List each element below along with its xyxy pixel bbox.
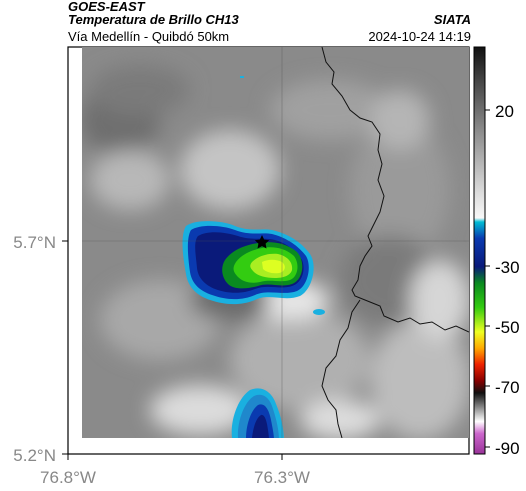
colorbar-gradient [473,46,486,455]
boundary-line [321,47,469,333]
colorbar: 20 -30 -50 -70 -90 [473,46,520,458]
cold-cloud-core [182,221,314,305]
colorbar-tick-label: -90 [495,439,520,458]
region-label: Vía Medellín - Quibdó 50km [68,29,230,44]
boundary-line [321,299,361,438]
satellite-title: GOES-EAST [68,0,145,14]
colorbar-tick-label: -30 [495,258,520,277]
lon-label-76-8: 76.8°W [40,468,96,487]
org-label: SIATA [433,12,471,27]
lon-label-76-3: 76.3°W [254,468,310,487]
colorbar-tick-label: -50 [495,318,520,337]
colorbar-tick-label: 20 [495,102,514,121]
cold-spot [240,76,244,78]
cold-spot [313,309,325,315]
product-title: Temperatura de Brillo CH13 [68,12,239,27]
colorbar-tick-label: -70 [495,378,520,397]
cold-cloud-south [231,388,284,438]
satellite-image [82,47,469,438]
lat-label-5-2: 5.2°N [13,446,56,465]
lat-label-5-7: 5.7°N [13,233,56,252]
datetime-label: 2024-10-24 14:19 [368,29,471,44]
location-marker-icon [254,235,270,249]
